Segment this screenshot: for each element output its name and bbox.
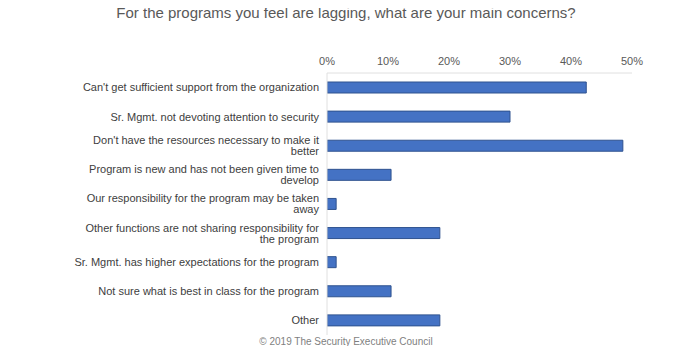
svg-text:30%: 30%	[499, 55, 521, 67]
svg-text:Sr. Mgmt. not devoting attenti: Sr. Mgmt. not devoting attention to secu…	[111, 111, 320, 123]
svg-text:Our responsibility for the pro: Our responsibility for the program may b…	[87, 192, 320, 215]
svg-text:10%: 10%	[377, 55, 399, 67]
svg-text:Sr. Mgmt. has higher expectati: Sr. Mgmt. has higher expectations for th…	[74, 256, 319, 268]
svg-text:0%: 0%	[319, 55, 335, 67]
svg-text:40%: 40%	[560, 55, 582, 67]
svg-text:Program is new and has not bee: Program is new and has not been given ti…	[89, 163, 319, 186]
svg-text:Other functions are not sharin: Other functions are not sharing responsi…	[85, 222, 319, 245]
html-text:For the programs you feel are: For the programs you feel are lagging, w…	[116, 4, 576, 21]
svg-text:Not sure what is best in class: Not sure what is best in class for the p…	[98, 285, 319, 297]
html-text:© 2019 The Security Executive: © 2019 The Security Executive Council	[259, 336, 433, 347]
svg-text:Other: Other	[291, 314, 319, 326]
svg-text:20%: 20%	[438, 55, 460, 67]
svg-text:50%: 50%	[621, 55, 643, 67]
svg-text:Can't get sufficient support f: Can't get sufficient support from the or…	[83, 81, 319, 93]
svg-text:Don't have the resources neces: Don't have the resources necessary to ma…	[93, 134, 319, 157]
